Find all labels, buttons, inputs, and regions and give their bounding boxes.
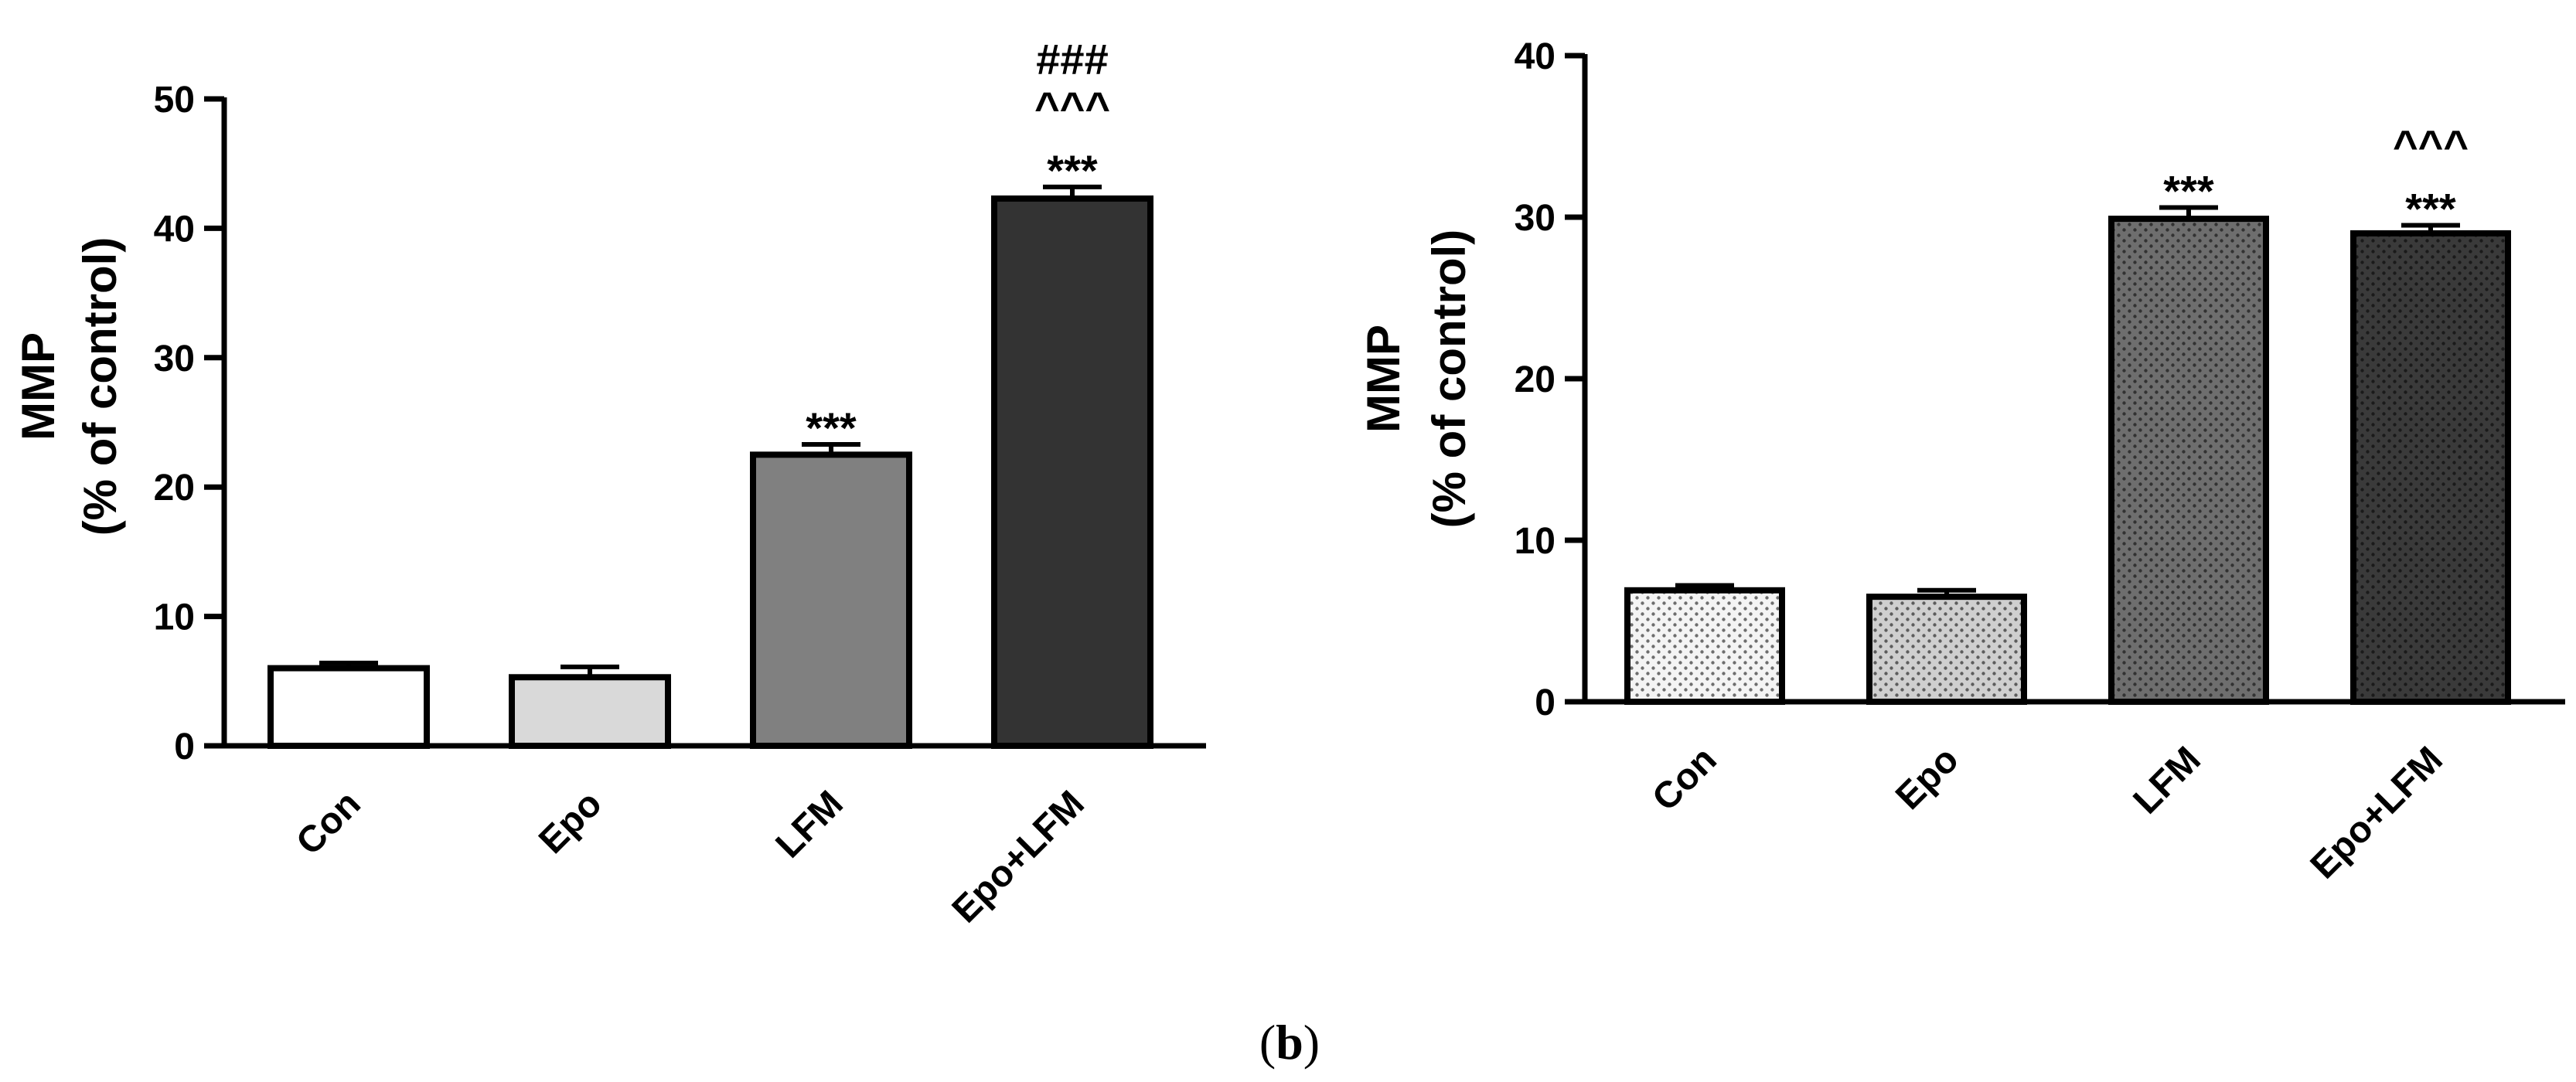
significance-marker: *** bbox=[1047, 146, 1098, 195]
category-label: LFM bbox=[768, 783, 851, 866]
y-axis-label: MMP bbox=[1358, 325, 1409, 433]
y-tick-label: 20 bbox=[154, 468, 195, 509]
y-tick-label: 10 bbox=[1515, 521, 1555, 562]
category-label: Epo bbox=[531, 783, 610, 862]
bar-fill bbox=[271, 668, 427, 746]
significance-marker: ^^^ bbox=[2393, 121, 2469, 169]
y-tick-label: 10 bbox=[154, 597, 195, 638]
significance-marker: ^^^ bbox=[1034, 83, 1110, 131]
bar-fill bbox=[512, 677, 668, 746]
chart-left: MMP (% of control) 0 10 20 30 40 50 Con Epo *** LFM… bbox=[12, 35, 1206, 931]
chart-right: MMP (% of control) 0 10 20 30 40 Con Epo *** LFM **… bbox=[1358, 36, 2565, 886]
bar-fill bbox=[753, 454, 909, 746]
significance-marker: *** bbox=[2405, 184, 2456, 233]
y-tick-label: 50 bbox=[154, 80, 195, 121]
category-label: Epo bbox=[1888, 739, 1967, 818]
y-axis-label: (% of control) bbox=[1423, 230, 1475, 529]
y-tick-label: 0 bbox=[174, 726, 195, 767]
y-tick-label: 30 bbox=[1515, 198, 1555, 239]
y-tick-label: 0 bbox=[1535, 682, 1555, 723]
y-tick-label: 30 bbox=[154, 339, 195, 379]
y-axis-label: (% of control) bbox=[74, 237, 126, 536]
significance-marker: *** bbox=[2163, 166, 2214, 215]
y-tick-label: 40 bbox=[154, 209, 195, 250]
y-axis-label: MMP bbox=[12, 332, 64, 441]
significance-marker: *** bbox=[806, 403, 857, 452]
category-label: Epo+LFM bbox=[2303, 739, 2451, 886]
bar-pattern bbox=[1627, 590, 1782, 702]
category-label: Con bbox=[288, 783, 368, 863]
category-label: Epo+LFM bbox=[945, 783, 1092, 931]
category-label: LFM bbox=[2126, 739, 2209, 822]
bar-pattern bbox=[2111, 219, 2266, 703]
y-tick-label: 40 bbox=[1515, 36, 1555, 77]
category-label: Con bbox=[1644, 739, 1724, 818]
bar-pattern bbox=[1869, 597, 2024, 702]
figure-caption: (b) bbox=[1259, 1015, 1320, 1070]
significance-marker: ### bbox=[1036, 35, 1108, 83]
bar-fill bbox=[994, 198, 1150, 746]
y-tick-label: 20 bbox=[1515, 359, 1555, 400]
bar-pattern bbox=[2353, 233, 2508, 702]
